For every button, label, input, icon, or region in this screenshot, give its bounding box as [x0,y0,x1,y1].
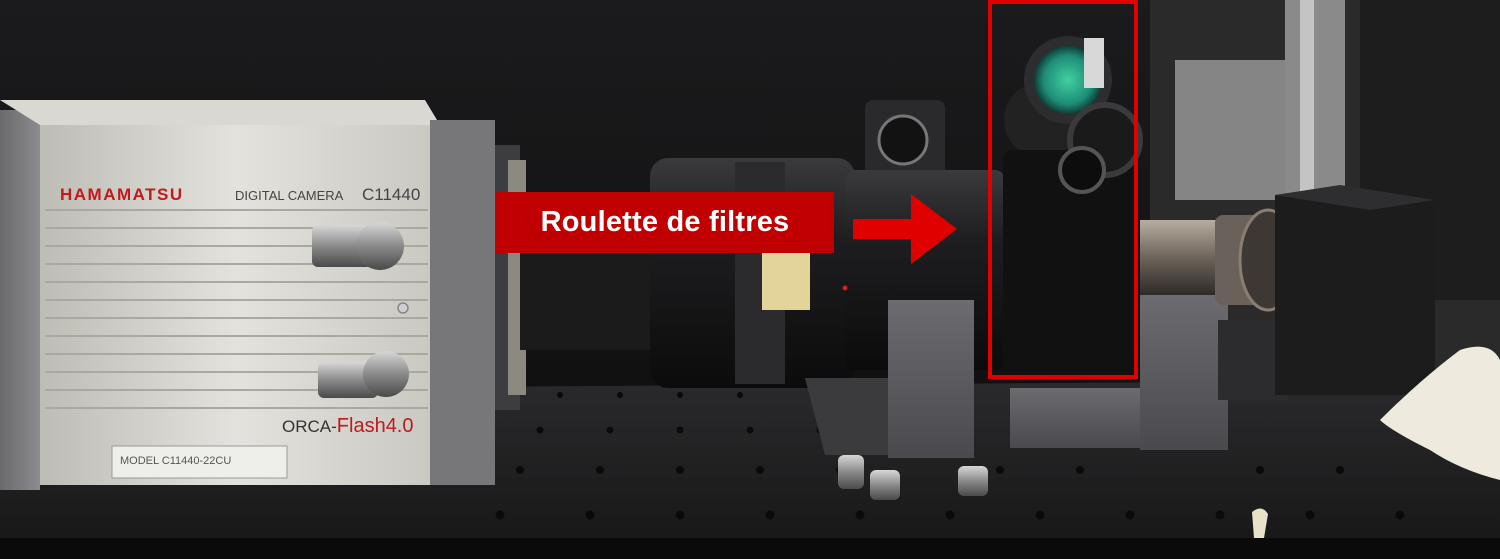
callout-label-box: Roulette de filtres [496,192,834,253]
table-front-edge [0,538,1500,559]
background-instrument-lens [877,114,929,166]
camera-model-plate-text: MODEL C11440-22CU [120,455,231,467]
tape-label [762,250,810,310]
printed-supports [805,295,1288,458]
small-clip [1252,508,1268,538]
camera-model-plate [111,445,288,479]
filter-label-tag [1084,38,1104,88]
cable-connector-upper [312,222,404,270]
filter-third [1058,146,1106,194]
callout-arrow [853,194,957,264]
camera-right-bezel [430,120,495,485]
camera-product: DIGITAL CAMERA [235,188,344,203]
camera-brand: HAMAMATSU [60,185,184,204]
camera-side [0,110,40,490]
camera-series-name: Flash4.0 [337,415,414,437]
camera: HAMAMATSU DIGITAL CAMERA C11440 ORCA-Fla… [0,100,526,490]
callout-label: Roulette de filtres [540,206,790,238]
objective-lens [1140,185,1435,395]
camera-series-prefix: ORCA- [282,417,337,436]
camera-model-code: C11440 [362,185,420,204]
lens-red-dot [842,285,848,291]
tissue-paper [1380,346,1500,480]
background-light-patch [1175,60,1285,200]
lens-adapter [520,250,660,350]
callout-arrow-shape [853,194,957,264]
filter-wheel [1003,36,1143,370]
filter-mount-plate [1003,150,1133,370]
camera-led [397,302,409,314]
objective-holder-top [1275,185,1435,210]
camera-top [0,100,440,125]
cable-connector-lower [318,351,409,398]
table-screws [838,455,988,500]
camera-series: ORCA-Flash4.0 [282,415,414,437]
objective-holder [1275,195,1435,395]
camera-front [40,125,435,485]
filter-wheel-highlight-box [988,0,1138,379]
